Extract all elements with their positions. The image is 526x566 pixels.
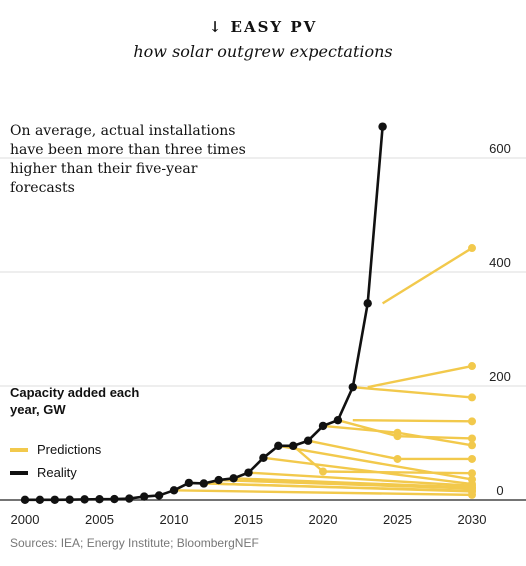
reality-point-2015 (244, 468, 253, 477)
reality-point-2008 (140, 492, 149, 501)
prediction-point-10-2 (468, 441, 476, 450)
legend-swatch-reality (10, 470, 28, 475)
prediction-point-15-1 (468, 244, 476, 253)
prediction-point-9-2 (468, 454, 476, 463)
x-tick-label-2030: 2030 (458, 512, 487, 527)
prediction-line-13 (352, 419, 473, 423)
reality-point-2010 (169, 486, 179, 495)
reality-point-2013 (214, 475, 223, 485)
prediction-point-7-1 (468, 475, 476, 484)
reality-point-2000 (20, 495, 30, 505)
prediction-line-14 (367, 364, 473, 389)
y-tick-label-400: 400 (489, 255, 511, 270)
reality-point-2003 (65, 495, 74, 504)
prediction-point-9-1 (393, 454, 402, 463)
prediction-point-8-2 (468, 469, 476, 478)
legend: Predictions Reality (10, 438, 101, 484)
chart-annotation: On average, actual installations have be… (10, 123, 246, 196)
reality-point-2002 (50, 495, 59, 504)
x-tick-label-2015: 2015 (234, 512, 263, 527)
reality-point-2019 (303, 436, 313, 445)
reality-point-2014 (229, 474, 238, 483)
reality-point-2023 (363, 299, 372, 308)
y-tick-label-200: 200 (489, 369, 511, 384)
reality-point-2018 (289, 441, 298, 451)
reality-point-2009 (154, 491, 164, 500)
reality-point-2011 (184, 478, 194, 488)
reality-point-2024 (378, 122, 387, 131)
x-tick-label-2005: 2005 (85, 512, 114, 527)
reality-point-2021 (333, 416, 343, 425)
prediction-point-11-1 (393, 432, 402, 441)
y-tick-label-600: 600 (489, 141, 511, 156)
reality-point-2016 (259, 453, 268, 463)
reality-point-2017 (274, 441, 283, 451)
prediction-line-3 (218, 478, 473, 490)
prediction-line-2 (203, 482, 473, 493)
reality-point-2022 (348, 382, 357, 392)
legend-label-reality: Reality (37, 465, 77, 480)
legend-label-predictions: Predictions (37, 442, 102, 457)
prediction-point-8-1 (319, 467, 327, 476)
prediction-point-13-1 (468, 417, 476, 426)
prediction-point-11-2 (468, 434, 476, 443)
prediction-point-12-1 (468, 393, 476, 402)
y-tick-label-0: 0 (496, 483, 503, 498)
x-tick-label-2000: 2000 (11, 512, 40, 527)
prediction-line-0 (173, 489, 473, 497)
chart-title: ↓ EASY PV (208, 18, 318, 36)
prediction-line-12 (352, 385, 473, 399)
reality-point-2004 (80, 495, 89, 504)
reality-point-2007 (125, 494, 134, 503)
prediction-line-5 (248, 471, 473, 487)
legend-item-predictions: Predictions (10, 438, 101, 461)
x-tick-label-2025: 2025 (383, 512, 412, 527)
reality-point-2020 (318, 421, 328, 431)
prediction-line-4 (233, 477, 473, 489)
reality-point-2006 (110, 494, 119, 504)
reality-point-2012 (199, 479, 208, 488)
legend-item-reality: Reality (10, 461, 101, 484)
reality-point-2005 (95, 495, 104, 504)
x-tick-label-2020: 2020 (309, 512, 338, 527)
y-axis-label: Capacity added each year, GW (10, 385, 140, 417)
x-tick-label-2010: 2010 (160, 512, 189, 527)
chart-subtitle: how solar outgrew expectations (133, 42, 393, 61)
legend-swatch-predictions (10, 447, 28, 452)
reality-point-2001 (35, 495, 45, 505)
prediction-line-15 (381, 247, 473, 305)
source-note: Sources: IEA; Energy Institute; Bloomber… (10, 536, 259, 550)
prediction-point-14-1 (468, 362, 476, 371)
